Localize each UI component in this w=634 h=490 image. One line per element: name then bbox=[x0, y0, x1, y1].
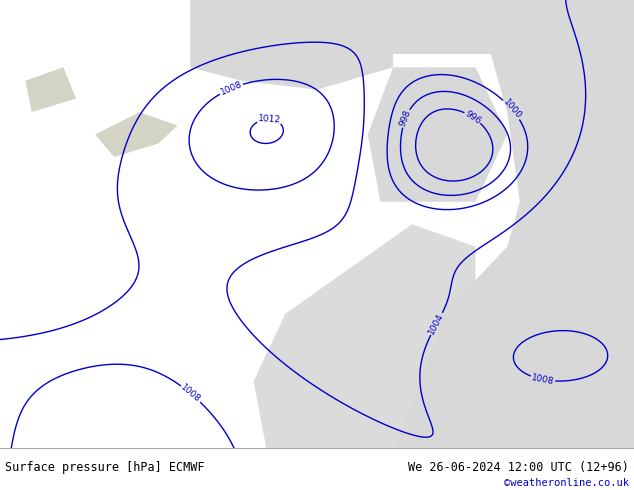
Text: 1008: 1008 bbox=[179, 383, 202, 405]
Text: 1008: 1008 bbox=[531, 373, 555, 386]
Text: 998: 998 bbox=[398, 109, 413, 128]
Text: 1004: 1004 bbox=[427, 312, 446, 336]
Polygon shape bbox=[476, 0, 634, 448]
Polygon shape bbox=[368, 67, 507, 202]
Text: 1000: 1000 bbox=[501, 98, 523, 121]
Text: ©weatheronline.co.uk: ©weatheronline.co.uk bbox=[504, 478, 629, 488]
Polygon shape bbox=[190, 0, 393, 90]
Text: We 26-06-2024 12:00 UTC (12+96): We 26-06-2024 12:00 UTC (12+96) bbox=[408, 461, 629, 474]
Polygon shape bbox=[393, 0, 634, 54]
Polygon shape bbox=[393, 224, 634, 448]
Text: 1008: 1008 bbox=[219, 80, 243, 97]
Polygon shape bbox=[95, 112, 178, 157]
Text: 996: 996 bbox=[463, 109, 482, 126]
Text: Surface pressure [hPa] ECMWF: Surface pressure [hPa] ECMWF bbox=[5, 461, 205, 474]
Text: 1012: 1012 bbox=[257, 114, 281, 125]
Polygon shape bbox=[25, 67, 76, 112]
Polygon shape bbox=[254, 224, 476, 448]
